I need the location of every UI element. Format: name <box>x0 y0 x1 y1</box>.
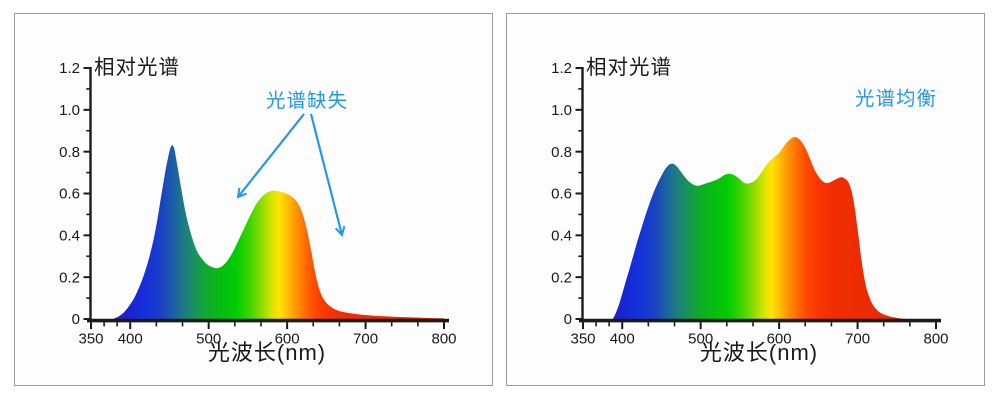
x-axis-label: 光波长(nm) <box>208 340 326 365</box>
x-tick-label: 500 <box>196 331 221 348</box>
y-tick-label: 0.2 <box>59 269 80 286</box>
y-tick-label: 1.2 <box>551 60 572 77</box>
tick-labels: 0 0.2 0.4 0.6 0.8 1.0 1.2 350 400 500 600 700 800 <box>59 60 456 347</box>
axes <box>83 67 449 330</box>
x-tick-label: 350 <box>570 331 595 348</box>
spectrum-chart-balanced: 0 0.2 0.4 0.6 0.8 1.0 1.2 350 400 500 600 700 800 相对… <box>551 56 948 365</box>
right-chart-panel: 0 0.2 0.4 0.6 0.8 1.0 1.2 350 400 500 600 700 800 相对… <box>506 13 985 386</box>
x-axis-label: 光波长(nm) <box>700 340 818 365</box>
spectrum-chart-deficient: 0 0.2 0.4 0.6 0.8 1.0 1.2 350 400 500 600 700 800 相对… <box>59 56 456 365</box>
spectrum-curve <box>612 137 907 319</box>
x-tick-label: 800 <box>431 331 456 348</box>
chart-title: 相对光谱 <box>586 56 672 79</box>
x-tick-label: 400 <box>118 331 143 348</box>
y-tick-label: 0.6 <box>551 186 572 203</box>
annotation-spectrum-missing: 光谱缺失 <box>236 90 348 237</box>
axes <box>575 67 941 330</box>
x-tick-label: 600 <box>275 331 300 348</box>
annotation-arrow <box>309 113 346 237</box>
annotation-arrows <box>236 113 346 237</box>
tick-labels: 0 0.2 0.4 0.6 0.8 1.0 1.2 350 400 500 600 700 800 <box>551 60 948 347</box>
annotation-arrow <box>236 113 305 199</box>
y-tick-label: 0.4 <box>59 228 80 245</box>
y-tick-label: 0.4 <box>551 228 572 245</box>
y-tick-label: 1.0 <box>59 102 80 119</box>
y-tick-label: 0.2 <box>551 269 572 286</box>
annotation-label: 光谱缺失 <box>266 90 348 112</box>
x-tick-label: 800 <box>923 331 948 348</box>
chart-title: 相对光谱 <box>94 56 180 79</box>
x-tick-label: 600 <box>767 331 792 348</box>
spectrum-curve <box>113 145 444 319</box>
y-tick-label: 1.0 <box>551 102 572 119</box>
left-chart-panel: 0 0.2 0.4 0.6 0.8 1.0 1.2 350 400 500 600 700 800 相对… <box>14 13 493 386</box>
x-tick-label: 500 <box>688 331 713 348</box>
y-tick-label: 0.8 <box>551 144 572 161</box>
y-tick-label: 0.6 <box>59 186 80 203</box>
x-tick-label: 700 <box>353 331 378 348</box>
annotation-label: 光谱均衡 <box>855 88 937 110</box>
y-tick-label: 1.2 <box>59 60 80 77</box>
y-tick-label: 0 <box>72 311 80 328</box>
x-tick-label: 350 <box>78 331 103 348</box>
x-tick-label: 400 <box>610 331 635 348</box>
annotation-spectrum-balanced: 光谱均衡 <box>855 88 937 110</box>
x-tick-label: 700 <box>845 331 870 348</box>
y-tick-label: 0.8 <box>59 144 80 161</box>
y-tick-label: 0 <box>564 311 572 328</box>
